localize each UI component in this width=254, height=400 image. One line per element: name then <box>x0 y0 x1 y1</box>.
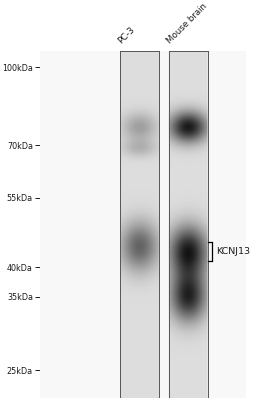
Text: Mouse brain: Mouse brain <box>165 2 209 45</box>
Text: PC-3: PC-3 <box>116 25 136 45</box>
Text: KCNJ13: KCNJ13 <box>216 247 251 256</box>
